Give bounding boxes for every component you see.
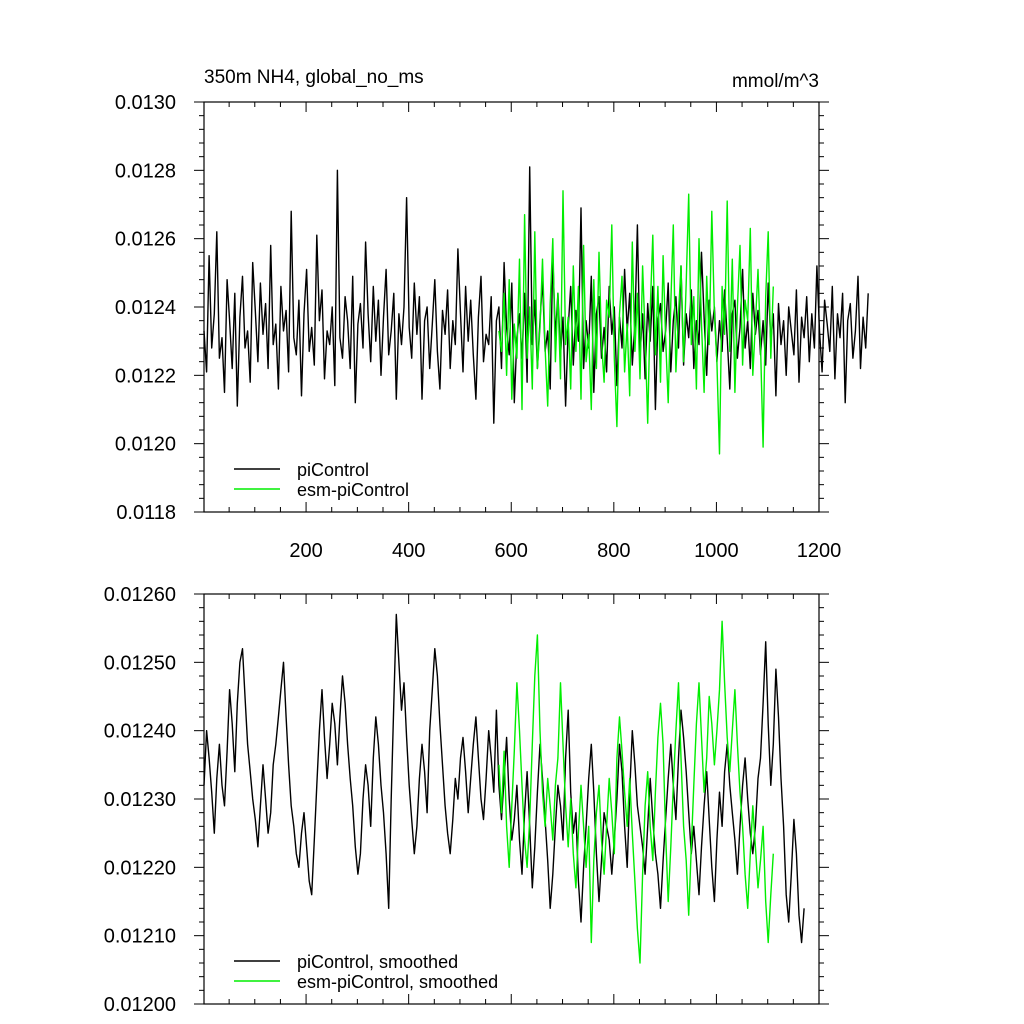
y-tick-label: 0.01240 bbox=[104, 721, 176, 743]
y-tick-label: 0.0124 bbox=[115, 297, 176, 319]
y-tick-label: 0.01220 bbox=[104, 857, 176, 879]
units-label: mmol/m^3 bbox=[732, 71, 819, 92]
chart-title: 350m NH4, global_no_ms bbox=[204, 67, 424, 88]
y-tick-label: 0.0130 bbox=[115, 92, 176, 114]
y-tick-label: 0.01250 bbox=[104, 652, 176, 674]
y-tick-label: 0.01200 bbox=[104, 994, 176, 1016]
panel-raw: 350m NH4, global_no_ms mmol/m^3 0.0118 0… bbox=[115, 67, 869, 562]
y-tick-label: 0.0122 bbox=[115, 365, 176, 387]
x-tick-label: 800 bbox=[597, 540, 630, 562]
y-tick-label: 0.01230 bbox=[104, 789, 176, 811]
y-tick-label: 0.0118 bbox=[116, 502, 176, 524]
x-tick-labels-raw: 200 400 600 800 1000 1200 bbox=[289, 540, 841, 562]
y-tick-label: 0.0128 bbox=[115, 160, 176, 182]
legend-label-esm-picontrol-smoothed: esm-piControl, smoothed bbox=[297, 972, 498, 992]
panel-smoothed: 0.01200 0.01210 0.01220 0.01230 0.01240 … bbox=[104, 584, 829, 1016]
x-tick-label: 1000 bbox=[694, 540, 739, 562]
series-line-esm-picontrol bbox=[498, 190, 774, 455]
x-tick-label: 600 bbox=[495, 540, 528, 562]
series-lines-raw bbox=[203, 166, 869, 455]
ticks-smoothed bbox=[194, 593, 829, 1005]
y-tick-labels-raw: 0.0118 0.0120 0.0122 0.0124 0.0126 0.012… bbox=[115, 92, 176, 524]
ticks-raw bbox=[194, 101, 829, 513]
y-tick-label: 0.01260 bbox=[104, 584, 176, 606]
plot-frame-smoothed bbox=[203, 593, 820, 1005]
y-tick-label: 0.0120 bbox=[115, 434, 176, 456]
legend-label-picontrol: piControl bbox=[297, 460, 369, 480]
plot-frame-raw bbox=[203, 101, 820, 513]
x-tick-label: 400 bbox=[392, 540, 425, 562]
series-line-picontrol-smoothed bbox=[203, 613, 805, 944]
y-tick-labels-smoothed: 0.01200 0.01210 0.01220 0.01230 0.01240 … bbox=[104, 584, 176, 1016]
legend-label-picontrol-smoothed: piControl, smoothed bbox=[297, 952, 458, 972]
legend-smoothed: piControl, smoothed esm-piControl, smoot… bbox=[234, 952, 498, 992]
series-line-esm-picontrol-smoothed bbox=[498, 620, 774, 964]
y-tick-label: 0.0126 bbox=[115, 229, 176, 251]
y-tick-label: 0.01210 bbox=[104, 926, 176, 948]
legend-raw: piControl esm-piControl bbox=[234, 460, 409, 500]
legend-label-esm-picontrol: esm-piControl bbox=[297, 480, 409, 500]
x-tick-label: 1200 bbox=[797, 540, 842, 562]
series-lines-smoothed bbox=[203, 613, 805, 964]
x-tick-label: 200 bbox=[289, 540, 322, 562]
